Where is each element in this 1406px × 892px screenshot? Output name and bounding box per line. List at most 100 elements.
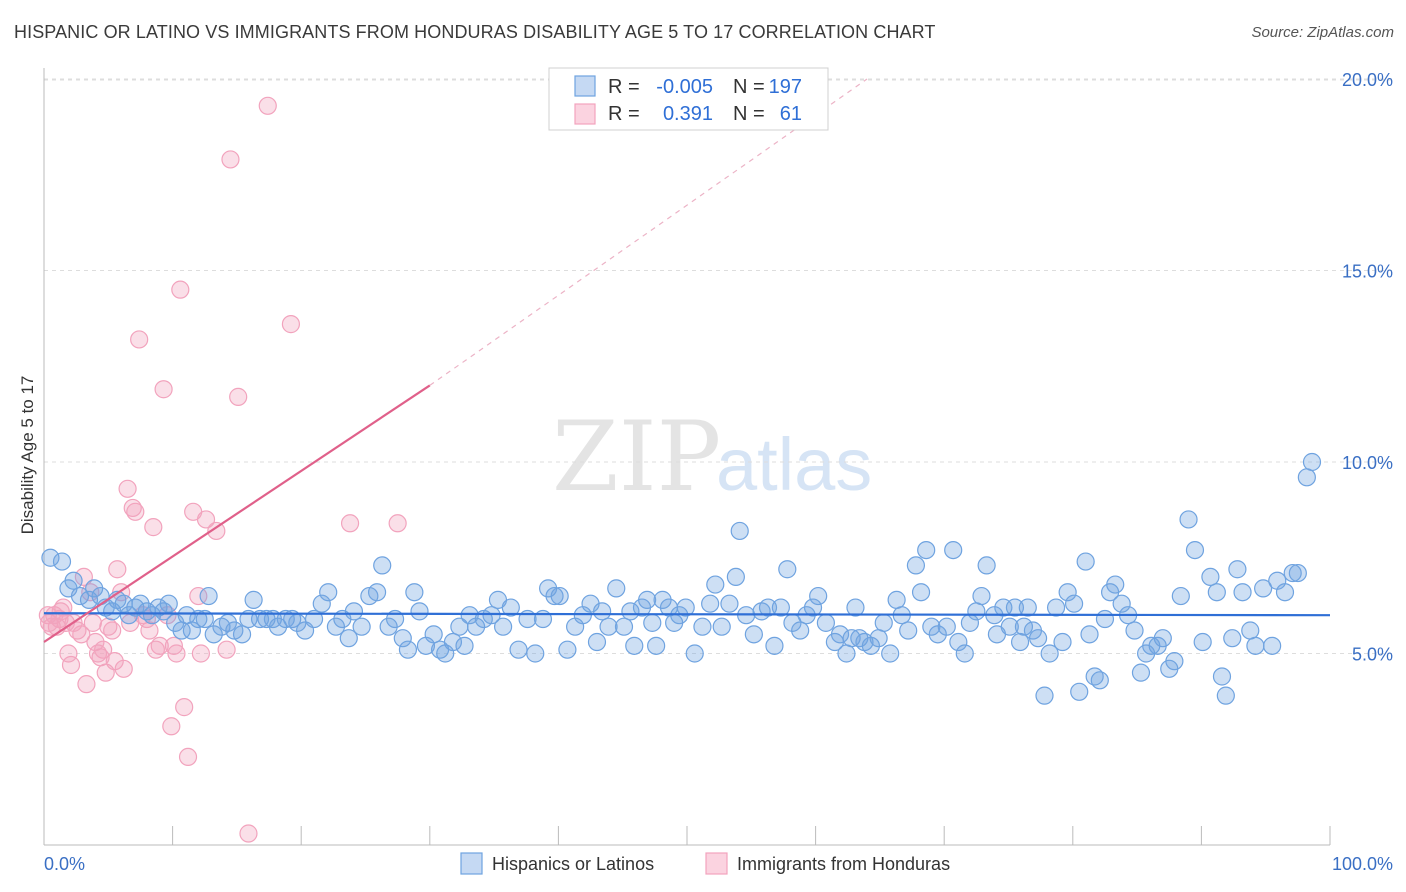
hispanic-point — [466, 617, 486, 636]
hispanic-point — [339, 629, 358, 648]
honduras-point — [42, 617, 61, 636]
hispanic-point — [846, 598, 865, 617]
hispanic-point — [460, 606, 479, 625]
hispanic-point — [455, 636, 474, 655]
legend-label-honduras: Immigrants from Honduras — [737, 854, 950, 874]
hispanic-point — [373, 556, 392, 575]
hispanic-point — [899, 621, 918, 640]
hispanic-point — [693, 617, 712, 636]
hispanic-point — [1028, 629, 1048, 648]
hispanic-point — [949, 632, 968, 652]
hispanic-point — [268, 617, 288, 636]
honduras-point — [340, 514, 360, 533]
hispanic-point — [424, 625, 443, 644]
honduras-point — [114, 659, 133, 678]
hispanic-point — [614, 617, 634, 636]
honduras-point — [191, 644, 210, 663]
stats-legend-pink-swatch — [574, 103, 596, 125]
hispanic-point — [550, 586, 569, 606]
hispanic-point — [352, 617, 371, 636]
hispanic-point — [1288, 563, 1307, 583]
hispanic-point — [1246, 636, 1265, 655]
honduras-point — [103, 621, 122, 640]
honduras-point — [258, 96, 277, 115]
honduras-point — [118, 479, 137, 498]
hispanic-point — [1058, 583, 1077, 602]
hispanic-point — [625, 636, 644, 655]
hispanic-point — [199, 586, 218, 606]
hispanic-point — [182, 621, 201, 640]
legend-swatch-hispanic — [460, 852, 483, 875]
hispanic-point — [1193, 632, 1212, 652]
honduras-point — [229, 387, 248, 406]
trend-line-hispanic — [43, 612, 1331, 617]
hispanic-point — [593, 602, 612, 621]
hispanic-point — [706, 575, 725, 594]
stats-legend-blue-swatch — [574, 75, 596, 97]
y-tick-label: 10.0% — [1342, 453, 1393, 473]
hispanic-point — [1207, 583, 1226, 602]
hispanic-point — [1035, 686, 1054, 705]
hispanic-point — [1080, 625, 1099, 644]
y-tick-label: 20.0% — [1342, 70, 1393, 90]
honduras-point — [108, 560, 127, 579]
honduras-point — [72, 625, 91, 644]
hispanic-point — [944, 540, 963, 560]
hispanic-point — [1254, 579, 1273, 598]
hispanic-point — [1014, 617, 1034, 636]
grid — [44, 78, 1395, 654]
hispanic-point — [1302, 452, 1322, 472]
hispanic-point — [312, 594, 331, 613]
hispanic-point — [1076, 552, 1095, 571]
hispanic-point — [1185, 540, 1205, 560]
hispanic-point — [1131, 663, 1151, 682]
hispanic-point — [977, 556, 996, 575]
hispanic-point — [1095, 609, 1115, 629]
hispanic-point — [232, 625, 252, 644]
honduras-point — [171, 280, 190, 299]
stats-r-label-1: R = — [608, 76, 640, 98]
stats-n-label-1: N = — [733, 76, 765, 98]
hispanic-point — [1179, 510, 1198, 529]
honduras-point — [189, 586, 208, 606]
hispanic-point — [874, 613, 893, 632]
hispanic-point — [906, 556, 926, 575]
legend-swatch-honduras — [705, 852, 728, 875]
hispanic-point — [1064, 594, 1084, 613]
hispanic-point — [809, 586, 828, 606]
hispanic-point — [276, 609, 295, 629]
hispanic-point — [701, 594, 720, 613]
hispanic-point — [509, 640, 528, 659]
honduras-point — [126, 502, 145, 521]
hispanic-point — [398, 640, 418, 659]
honduras-point — [54, 598, 73, 617]
tick-labels: 5.0% 10.0% 15.0% 20.0% 0.0% 100.0% — [44, 70, 1393, 874]
hispanic-point — [730, 521, 749, 541]
honduras-point — [207, 521, 226, 541]
bottom-legend: Hispanics or Latinos Immigrants from Hon… — [460, 852, 950, 875]
hispanic-point — [1263, 636, 1282, 655]
honduras-point — [144, 518, 163, 537]
hispanic-point — [758, 598, 778, 617]
hispanic-point — [599, 617, 618, 636]
hispanic-point — [720, 594, 739, 613]
hispanic-point — [319, 583, 338, 602]
honduras-point — [83, 613, 102, 632]
hispanic-point — [159, 594, 178, 613]
chart-title: HISPANIC OR LATINO VS IMMIGRANTS FROM HO… — [14, 22, 936, 42]
stats-n-value-2: 61 — [780, 103, 802, 125]
hispanic-point — [1228, 560, 1247, 579]
hispanic-point — [1171, 586, 1190, 606]
hispanic-point — [1046, 598, 1066, 617]
hispanic-point — [1010, 632, 1030, 652]
hispanic-point — [955, 644, 974, 663]
stats-n-value-1: 197 — [769, 76, 802, 98]
hispanic-point — [647, 636, 666, 655]
hispanic-point — [545, 586, 564, 606]
hispanic-point — [881, 644, 900, 663]
honduras-point — [150, 636, 169, 655]
hispanic-point — [791, 621, 810, 640]
honduras-point — [178, 747, 198, 767]
hispanic-point — [79, 590, 99, 609]
legend-label-hispanic: Hispanics or Latinos — [492, 854, 654, 874]
